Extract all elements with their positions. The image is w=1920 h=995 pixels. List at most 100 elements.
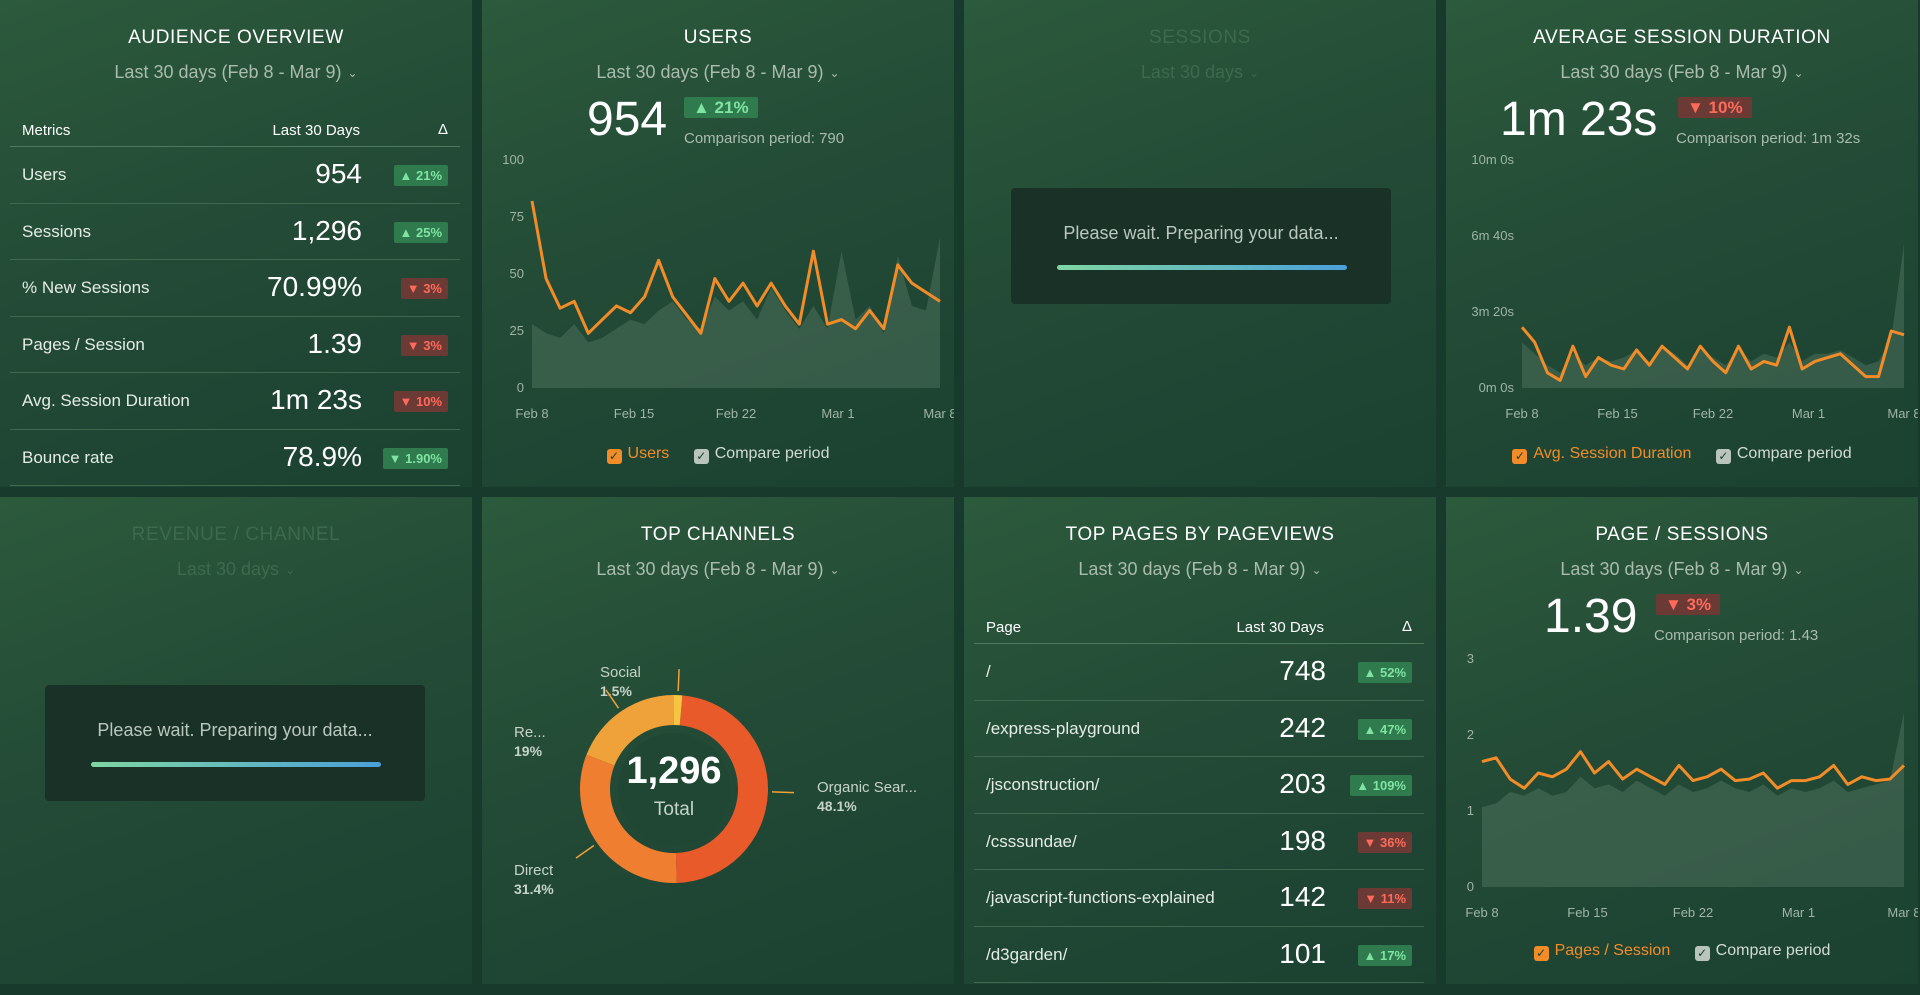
channels-donut-chart: 1,296 Total Social 1.5% Re... 19% Organic Se… [514, 664, 917, 897]
header-page: Page [986, 619, 1022, 636]
date-range-dropdown[interactable]: Last 30 days ⌄ [0, 559, 472, 580]
x-tick-label: Mar 1 [1792, 406, 1825, 421]
row-value: 101 [1279, 937, 1326, 969]
row-label: / [986, 662, 991, 681]
donut-slice[interactable] [580, 754, 677, 883]
legend-compare-toggle[interactable]: ✓ Compare period [693, 445, 830, 464]
row-delta: ▼ 3% [400, 278, 448, 299]
legend-label: Avg. Session Duration [1533, 445, 1692, 462]
date-range-dropdown[interactable]: Last 30 days ⌄ [964, 62, 1436, 83]
x-tick-label: Feb 15 [614, 406, 654, 421]
row-label: /javascript-functions-explained [986, 888, 1215, 907]
row-label: Avg. Session Duration [22, 391, 190, 410]
y-tick-label: 3 [1467, 651, 1474, 666]
legend-compare-toggle[interactable]: ✓ Compare period [1694, 942, 1830, 961]
table-row: Bounce rate 78.9% ▼ 1.90% [10, 430, 460, 486]
y-tick-label: 1 [1467, 803, 1474, 818]
donut-total-value: 1,296 [626, 750, 721, 792]
avg-duration-delta-badge: ▼ 10% [1678, 97, 1752, 118]
slice-name-label: Social [600, 664, 641, 681]
chevron-down-icon: ⌄ [1793, 66, 1804, 81]
compare-period-area [1482, 712, 1904, 887]
users-comparison: Comparison period: 790 [684, 130, 845, 147]
date-range-dropdown[interactable]: Last 30 days (Feb 8 - Mar 9) ⌄ [482, 62, 954, 83]
row-value: 748 [1279, 655, 1326, 686]
table-row: /csssundae/198 ▼ 36% [974, 814, 1424, 870]
table-row: / 748 ▲ 52% [974, 644, 1424, 701]
legend-compare-toggle[interactable]: ✓ Compare period [1715, 445, 1852, 464]
donut-slice[interactable] [675, 695, 768, 883]
date-range-dropdown[interactable]: Last 30 days (Feb 8 - Mar 9) ⌄ [1446, 62, 1918, 83]
delta-badge: ▲ 109% [1350, 775, 1412, 796]
page-sessions-comparison: Comparison period: 1.43 [1654, 627, 1819, 644]
panel-title: USERS [683, 27, 753, 48]
legend-pages-session-toggle[interactable]: ✓ Pages / Session [1533, 942, 1671, 961]
legend-label: Compare period [714, 445, 830, 462]
row-delta: ▼ 36% [1357, 831, 1412, 853]
legend-users-toggle[interactable]: ✓ Users [606, 445, 670, 464]
y-tick-label: 2 [1467, 727, 1474, 742]
primary-series-line [530, 200, 941, 335]
row-value: 1,296 [291, 214, 362, 246]
row-value: 242 [1279, 711, 1326, 743]
chart-legend: ✓ Avg. Session Duration ✓ Compare period [1446, 445, 1918, 464]
date-range-dropdown[interactable]: Last 30 days (Feb 8 - Mar 9) ⌄ [1446, 559, 1918, 580]
y-tick-label: 0m 0s [1479, 380, 1515, 395]
label-leader-line [605, 689, 620, 709]
x-tick-label: Feb 22 [1673, 905, 1713, 920]
table-row: /javascript-functions-explained 142 ▼ 11% [974, 870, 1424, 927]
y-tick-label: 25 [510, 323, 524, 338]
y-tick-label: 3m 20s [1471, 304, 1514, 319]
row-value: 203 [1279, 768, 1326, 799]
x-tick-label: Feb 8 [515, 406, 548, 421]
row-value: 142 [1279, 881, 1326, 912]
legend-label: Pages / Session [1554, 942, 1671, 959]
checkbox-checked-icon: ✓ [1512, 449, 1528, 464]
x-tick-label: Mar 8 [1887, 905, 1918, 920]
y-tick-label: 100 [502, 152, 524, 167]
delta-badge: ▼ 3% [400, 278, 448, 299]
header-delta: Δ [437, 121, 448, 138]
date-range-dropdown[interactable]: Last 30 days (Feb 8 - Mar 9) ⌄ [482, 559, 954, 580]
chart-legend: ✓ Users ✓ Compare period [482, 445, 954, 464]
date-range-dropdown[interactable]: Last 30 days (Feb 8 - Mar 9) ⌄ [964, 559, 1436, 580]
revenue-channel-panel: REVENUE / CHANNEL Last 30 days ⌄ Please w… [0, 497, 472, 984]
x-tick-label: Feb 8 [1465, 905, 1498, 920]
row-label: % New Sessions [22, 278, 150, 297]
page-sessions-delta-badge: ▼ 3% [1656, 594, 1721, 615]
legend-label: Users [627, 445, 670, 462]
x-tick-label: Feb 22 [716, 406, 756, 421]
donut-inner-ring [618, 733, 730, 845]
table-row: Pages / Session 1.39 ▼ 3% [10, 317, 460, 373]
donut-slice[interactable] [586, 695, 674, 766]
slice-name-label: Direct [514, 862, 554, 879]
chevron-down-icon: ⌄ [829, 563, 840, 578]
loading-message: Please wait. Preparing your data... [1063, 223, 1339, 243]
row-delta: ▲ 21% [393, 165, 448, 186]
avg-duration-line-chart: 0m 0s 3m 20s 6m 40s 10m 0s Feb 8 Feb 15 Feb 22… [1471, 152, 1918, 421]
checkbox-checked-icon: ✓ [1715, 449, 1731, 464]
row-delta: ▼ 11% [1358, 888, 1412, 909]
users-panel: USERS Last 30 days (Feb 8 - Mar 9) ⌄ 954 … [482, 0, 954, 487]
y-tick-label: 6m 40s [1471, 228, 1514, 243]
avg-duration-comparison: Comparison period: 1m 32s [1676, 130, 1861, 147]
label-leader-line [771, 791, 794, 794]
pages-table: Page Last 30 Days Δ / 748 ▲ 52% /express-pl… [974, 612, 1424, 983]
date-range-dropdown[interactable]: Last 30 days (Feb 8 - Mar 9) ⌄ [0, 62, 472, 83]
table-row: /d3garden/101 ▲ 17% [974, 927, 1424, 983]
delta-badge: ▲ 21% [393, 165, 448, 186]
legend-avg-duration-toggle[interactable]: ✓ Avg. Session Duration [1512, 445, 1691, 464]
delta-badge: ▲ 25% [393, 221, 448, 243]
checkbox-checked-icon: ✓ [606, 449, 622, 464]
slice-pct-label: 48.1% [817, 798, 857, 814]
slice-pct-label: 1.5% [600, 683, 632, 699]
row-delta: ▼ 10% [393, 391, 448, 412]
y-tick-label: 75 [510, 209, 524, 224]
delta-badge: ▼ 3% [400, 334, 448, 356]
chart-legend: ✓ Pages / Session ✓ Compare period [1446, 942, 1918, 961]
donut-slice[interactable] [673, 695, 683, 726]
legend-label: Compare period [1736, 445, 1852, 462]
slice-pct-label: 19% [514, 743, 543, 759]
date-range-label: Last 30 days (Feb 8 - Mar 9) [1560, 62, 1788, 82]
date-range-label: Last 30 days (Feb 8 - Mar 9) [1078, 559, 1306, 579]
